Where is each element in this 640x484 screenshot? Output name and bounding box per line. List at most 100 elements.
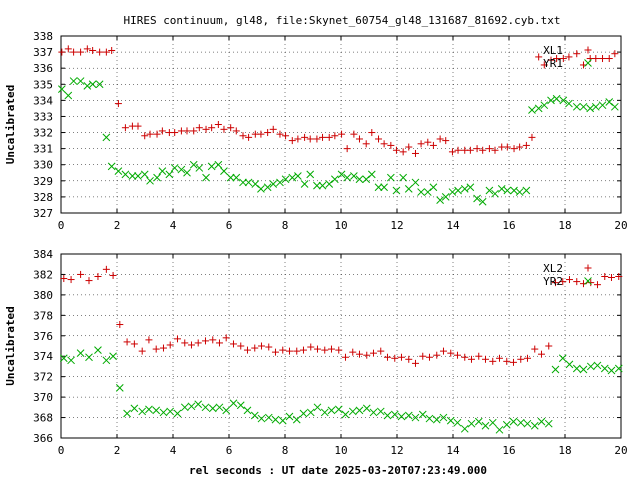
- data-point-d2: [460, 185, 469, 193]
- data-point: [399, 148, 407, 156]
- data-point-d2: [418, 410, 427, 419]
- data-point: [265, 343, 273, 351]
- data-point-d2: [114, 167, 123, 176]
- data-point-d2: [236, 401, 245, 410]
- data-point: [208, 124, 216, 132]
- data-point-d2: [202, 173, 210, 182]
- data-point-d2: [214, 160, 223, 169]
- data-point: [611, 50, 619, 58]
- data-point: [158, 127, 166, 135]
- data-point: [473, 194, 481, 203]
- data-point: [522, 141, 530, 149]
- y-tick-label: 331: [33, 143, 53, 156]
- data-point-d2: [288, 173, 297, 182]
- data-point: [341, 353, 349, 361]
- data-point-d2: [306, 170, 315, 179]
- data-point: [306, 408, 315, 417]
- data-point-d2: [187, 402, 196, 411]
- data-point: [460, 185, 469, 193]
- data-point: [320, 408, 329, 417]
- data-point-d2: [123, 409, 131, 418]
- data-point: [423, 188, 432, 196]
- data-point: [195, 124, 203, 132]
- x-tick-label: 2: [114, 444, 121, 457]
- data-point: [195, 164, 204, 172]
- data-point: [448, 188, 457, 196]
- y-tick-label: 329: [33, 175, 53, 188]
- data-point: [436, 135, 444, 143]
- data-point-d2: [130, 404, 139, 413]
- data-point: [509, 358, 517, 366]
- data-point-d2: [600, 364, 609, 373]
- data-point: [201, 403, 210, 412]
- data-point-d2: [466, 183, 475, 192]
- data-point-d2: [495, 425, 504, 434]
- data-point-d2: [572, 364, 581, 373]
- data-point-d2: [264, 413, 273, 422]
- data-point-d2: [318, 181, 327, 190]
- data-point: [145, 405, 153, 414]
- data-point: [433, 351, 441, 359]
- data-point: [138, 407, 147, 416]
- data-point-d2: [544, 419, 553, 428]
- data-point: [530, 421, 539, 430]
- data-point-d2: [367, 170, 376, 179]
- panel-bottom: 0 2 4 6 8 10 12 14 16 18 20 366 368 370 372 374 376 378 38…: [4, 248, 628, 457]
- data-point: [502, 420, 511, 429]
- data-point: [187, 402, 196, 411]
- data-point: [67, 356, 75, 365]
- chart-title: HIRES continuum, gl48, file:Skynet_60754…: [123, 14, 560, 27]
- data-point: [405, 355, 413, 363]
- data-point: [485, 145, 493, 153]
- data-point-d2: [522, 186, 531, 195]
- data-point: [337, 170, 346, 179]
- data-point: [559, 96, 568, 105]
- data-point: [220, 125, 228, 133]
- data-point: [181, 339, 189, 347]
- data-point: [239, 178, 247, 187]
- data-point: [85, 353, 93, 362]
- data-point: [405, 143, 413, 151]
- series-xl1: [58, 45, 619, 157]
- data-point-d2: [598, 101, 607, 110]
- data-point-d2: [244, 178, 253, 187]
- data-point: [573, 278, 581, 286]
- x-tick-label: 14: [446, 219, 460, 232]
- data-point: [417, 188, 425, 196]
- data-point: [263, 183, 272, 192]
- series-yr1: [57, 77, 619, 206]
- data-point-d2: [341, 410, 350, 419]
- data-point-d2: [229, 399, 238, 408]
- data-point-d2: [263, 183, 272, 192]
- data-point: [411, 178, 420, 187]
- x-tick-label: 20: [614, 219, 627, 232]
- data-point: [375, 135, 383, 143]
- data-point: [130, 404, 139, 413]
- data-point: [190, 127, 198, 135]
- data-point-d2: [446, 416, 455, 425]
- data-point: [183, 127, 191, 135]
- data-point-d2: [454, 186, 462, 195]
- data-point: [102, 133, 111, 142]
- y-tick-label: 382: [33, 268, 53, 281]
- data-point: [399, 173, 408, 182]
- data-point: [251, 344, 259, 352]
- data-point: [257, 185, 265, 193]
- data-point-d2: [201, 403, 210, 412]
- data-point: [202, 125, 210, 133]
- data-point: [83, 82, 92, 90]
- data-point: [605, 55, 613, 63]
- data-point: [531, 345, 539, 353]
- data-point: [116, 321, 124, 329]
- x-tick-label: 6: [226, 444, 233, 457]
- data-point: [222, 334, 230, 342]
- data-point-d2: [429, 183, 438, 192]
- data-point: [614, 364, 623, 373]
- data-point-d2: [232, 173, 241, 182]
- data-point: [215, 403, 224, 412]
- data-point: [327, 345, 335, 353]
- data-point: [159, 408, 168, 417]
- data-point-d2: [189, 160, 198, 169]
- legend-label: YR2: [543, 275, 563, 288]
